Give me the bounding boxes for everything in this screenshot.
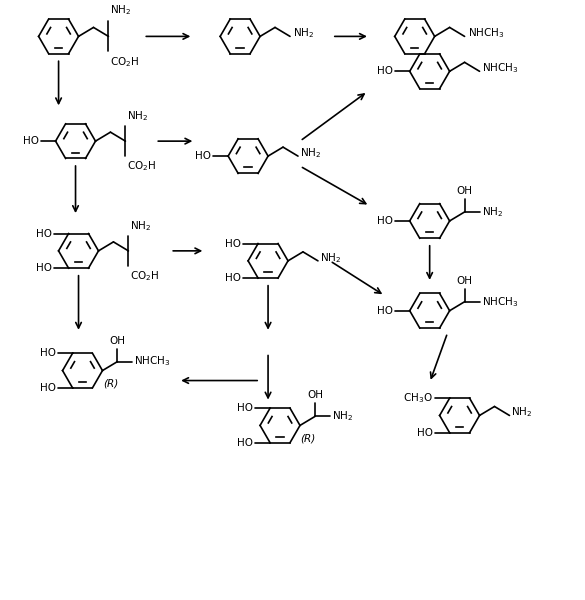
Text: NH$_2$: NH$_2$ <box>130 219 152 233</box>
Text: HO: HO <box>36 229 51 239</box>
Text: HO: HO <box>40 383 56 393</box>
Text: HO: HO <box>377 67 393 76</box>
Text: NH$_2$: NH$_2$ <box>481 205 503 219</box>
Text: HO: HO <box>417 428 433 438</box>
Text: HO: HO <box>225 239 241 248</box>
Text: HO: HO <box>36 263 51 273</box>
Text: HO: HO <box>377 216 393 226</box>
Text: CH$_3$O: CH$_3$O <box>403 391 433 405</box>
Text: HO: HO <box>377 306 393 316</box>
Text: OH: OH <box>456 276 473 286</box>
Text: NHCH$_3$: NHCH$_3$ <box>481 295 518 308</box>
Text: OH: OH <box>109 335 125 346</box>
Text: CO$_2$H: CO$_2$H <box>130 269 160 283</box>
Text: NH$_2$: NH$_2$ <box>111 4 132 17</box>
Text: NHCH$_3$: NHCH$_3$ <box>467 26 504 40</box>
Text: NH$_2$: NH$_2$ <box>332 410 353 424</box>
Text: HO: HO <box>40 348 56 358</box>
Text: HO: HO <box>237 403 253 413</box>
Text: OH: OH <box>307 391 323 400</box>
Text: NHCH$_3$: NHCH$_3$ <box>135 355 171 368</box>
Text: OH: OH <box>456 186 473 196</box>
Text: NH$_2$: NH$_2$ <box>320 251 341 265</box>
Text: CO$_2$H: CO$_2$H <box>128 159 157 173</box>
Text: HO: HO <box>195 151 211 161</box>
Text: (R): (R) <box>300 433 315 443</box>
Text: NH$_2$: NH$_2$ <box>128 109 149 123</box>
Text: NH$_2$: NH$_2$ <box>511 406 532 419</box>
Text: NH$_2$: NH$_2$ <box>293 26 314 40</box>
Text: (R): (R) <box>103 379 118 389</box>
Text: CO$_2$H: CO$_2$H <box>111 55 140 69</box>
Text: HO: HO <box>23 136 39 146</box>
Text: HO: HO <box>237 438 253 448</box>
Text: NHCH$_3$: NHCH$_3$ <box>481 61 518 75</box>
Text: NH$_2$: NH$_2$ <box>300 146 321 160</box>
Text: HO: HO <box>225 273 241 283</box>
